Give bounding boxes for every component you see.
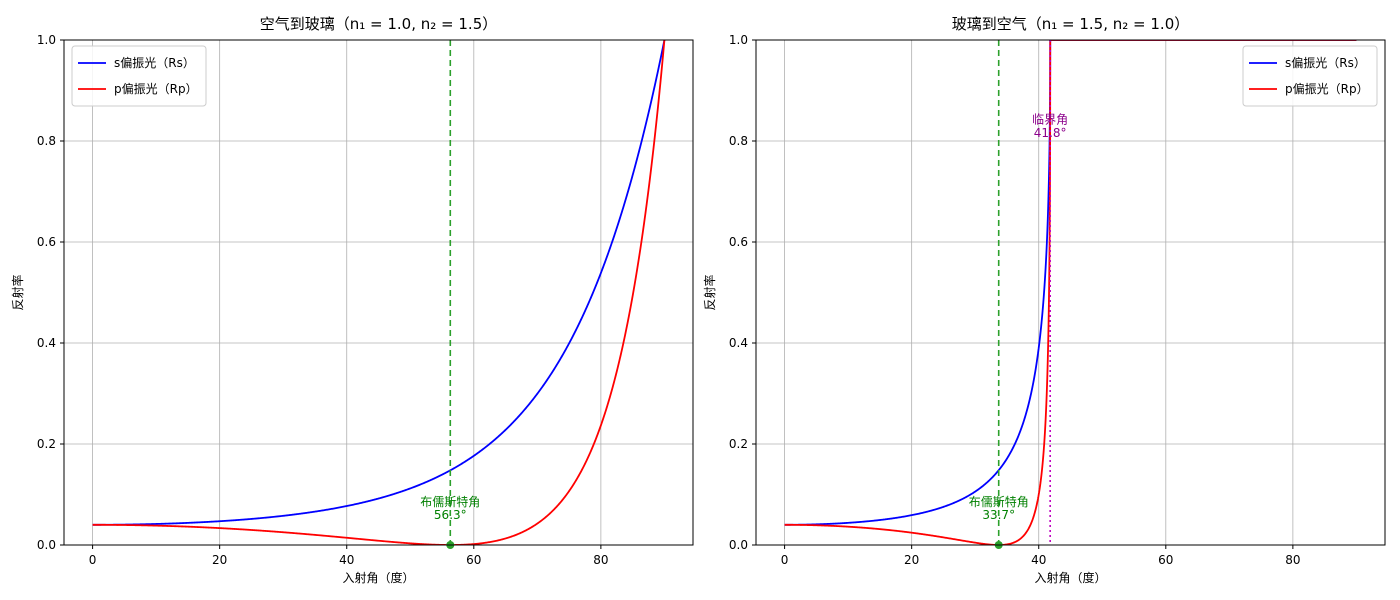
plot-area (784, 40, 1357, 545)
brewster-angle-label: 布儒斯特角 (420, 494, 480, 509)
brewster-angle-label: 布儒斯特角 (969, 494, 1029, 509)
axes-frame (63, 39, 694, 546)
x-tick-label: 80 (593, 553, 608, 567)
x-tick-label: 60 (466, 553, 481, 567)
chart-title: 玻璃到空气（n₁ = 1.5, n₂ = 1.0） (952, 15, 1190, 33)
x-tick-label: 80 (1285, 553, 1300, 567)
x-tick-label: 20 (904, 553, 919, 567)
y-tick-label: 0.2 (37, 437, 56, 451)
y-tick-label: 0.0 (729, 538, 748, 552)
chart-title: 空气到玻璃（n₁ = 1.0, n₂ = 1.5） (260, 15, 498, 33)
y-tick-label: 0.4 (729, 336, 748, 350)
legend-box (1242, 45, 1378, 107)
series-line-rs (784, 40, 1357, 526)
series-line-rp (92, 40, 666, 545)
x-tick-label: 0 (781, 553, 789, 567)
legend-box (71, 45, 207, 107)
x-tick-label: 60 (1158, 553, 1173, 567)
brewster-angle-value: 33.7° (982, 508, 1015, 522)
y-axis-label: 反射率 (702, 274, 717, 310)
legend-label-rp: p偏振光（Rp） (114, 81, 198, 96)
y-tick-label: 0.4 (37, 336, 56, 350)
legend: s偏振光（Rs） p偏振光（Rp） (1242, 45, 1378, 107)
legend-label-rs: s偏振光（Rs） (114, 55, 195, 70)
series-line-rp (784, 40, 1357, 545)
y-tick-label: 1.0 (729, 33, 748, 47)
y-tick-label: 1.0 (37, 33, 56, 47)
y-tick-label: 0.0 (37, 538, 56, 552)
critical-angle-label: 临界角 (1032, 112, 1068, 126)
y-tick-label: 0.8 (37, 134, 56, 148)
x-axis-label: 入射角（度） (1034, 570, 1106, 585)
y-tick-label: 0.6 (729, 235, 748, 249)
y-tick-label: 0.8 (729, 134, 748, 148)
y-tick-label: 0.6 (37, 235, 56, 249)
y-tick-label: 0.2 (729, 437, 748, 451)
series-line-rs (92, 40, 666, 526)
axes-frame (755, 39, 1386, 546)
x-tick-label: 0 (89, 553, 97, 567)
legend-label-rp: p偏振光（Rp） (1285, 81, 1369, 96)
y-axis-label: 反射率 (10, 274, 25, 310)
x-tick-label: 20 (212, 553, 227, 567)
brewster-angle-value: 56.3° (434, 508, 467, 522)
critical-angle-value: 41.8° (1034, 126, 1067, 140)
legend-label-rs: s偏振光（Rs） (1285, 55, 1366, 70)
x-tick-label: 40 (1031, 553, 1046, 567)
x-axis-label: 入射角（度） (342, 570, 414, 585)
x-tick-label: 40 (339, 553, 354, 567)
plot-area (92, 40, 666, 545)
legend: s偏振光（Rs） p偏振光（Rp） (71, 45, 207, 107)
